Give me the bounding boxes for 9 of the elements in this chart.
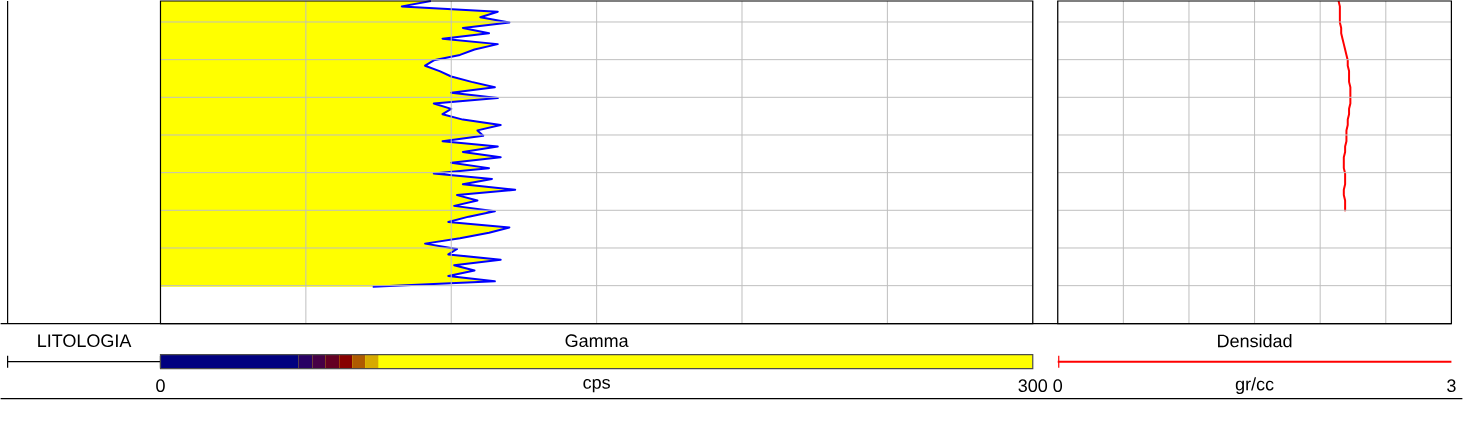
text: Densidad (1218, 334, 1292, 348)
x-axis-title: cps (583, 379, 610, 393)
x-tick-label: 0 (156, 379, 165, 393)
text: LITOLOGIA (38, 334, 132, 348)
x-tick-label: 3 (1447, 379, 1456, 393)
x-axis-title: gr/cc (1235, 377, 1274, 395)
x-tick-label: 300 (1018, 379, 1048, 393)
text: Gamma (565, 334, 629, 348)
x-tick-label: 0 (1053, 379, 1063, 393)
